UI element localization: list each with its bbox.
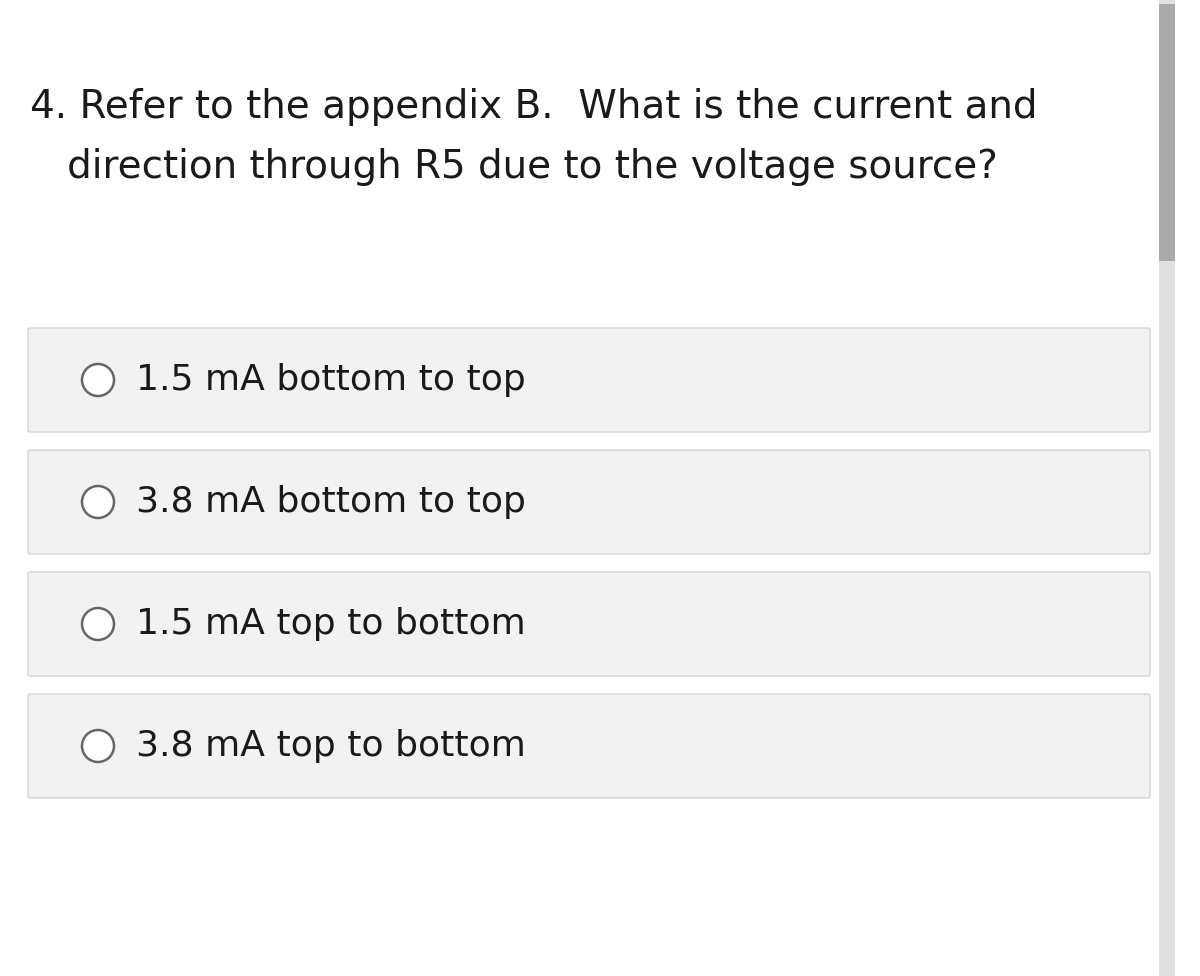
Text: 3.8 mA bottom to top: 3.8 mA bottom to top bbox=[136, 485, 526, 519]
Circle shape bbox=[82, 364, 114, 396]
Text: direction through R5 due to the voltage source?: direction through R5 due to the voltage … bbox=[30, 148, 998, 186]
FancyBboxPatch shape bbox=[1159, 0, 1175, 976]
FancyBboxPatch shape bbox=[28, 572, 1150, 676]
Circle shape bbox=[82, 608, 114, 640]
Text: 4. Refer to the appendix B.  What is the current and: 4. Refer to the appendix B. What is the … bbox=[30, 88, 1038, 126]
FancyBboxPatch shape bbox=[28, 694, 1150, 798]
Circle shape bbox=[82, 730, 114, 762]
Text: 1.5 mA top to bottom: 1.5 mA top to bottom bbox=[136, 607, 526, 641]
FancyBboxPatch shape bbox=[28, 450, 1150, 554]
FancyBboxPatch shape bbox=[28, 328, 1150, 432]
Text: 3.8 mA top to bottom: 3.8 mA top to bottom bbox=[136, 729, 526, 763]
FancyBboxPatch shape bbox=[1159, 4, 1175, 261]
Circle shape bbox=[82, 486, 114, 518]
Text: 1.5 mA bottom to top: 1.5 mA bottom to top bbox=[136, 363, 526, 397]
